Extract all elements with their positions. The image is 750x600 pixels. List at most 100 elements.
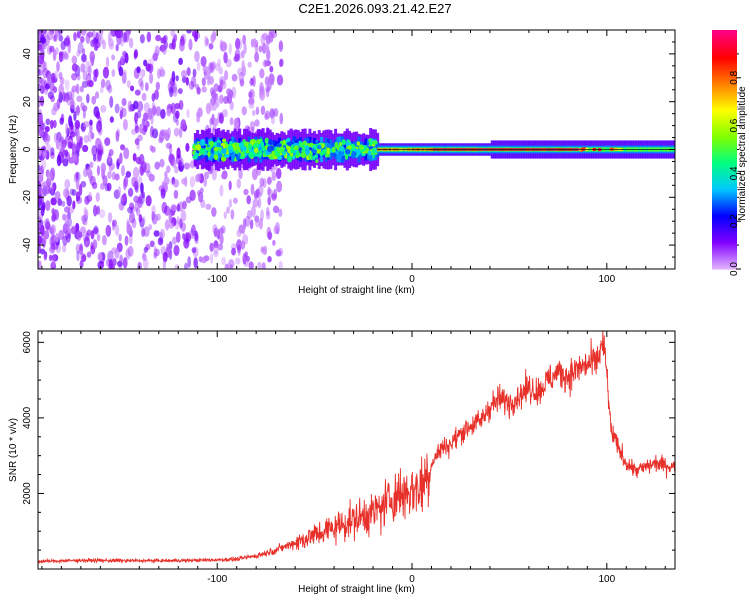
colorbar-swatch (712, 109, 737, 113)
heatmap-cell (249, 219, 254, 230)
heatmap-cell (215, 62, 221, 72)
heatmap-cell (118, 262, 123, 269)
heatmap-cell (166, 165, 171, 174)
heatmap-cells (38, 30, 675, 269)
colorbar-tick-label: 0.2 (729, 214, 740, 228)
heatmap-cell (144, 82, 149, 92)
heatmap-cell (75, 178, 80, 190)
heatmap-cell (64, 215, 69, 223)
heatmap-cell (60, 136, 65, 143)
colorbar-swatch (712, 141, 737, 145)
heatmap-cell (93, 69, 97, 77)
heatmap-cell (86, 93, 90, 104)
heatmap-cell (252, 198, 259, 208)
heatmap-cell (278, 208, 283, 217)
heatmap-cell (205, 203, 212, 210)
heatmap-cell (219, 94, 224, 104)
heatmap-cell (316, 145, 322, 150)
colorbar-swatch (712, 95, 737, 99)
heatmap-cell (61, 200, 66, 207)
heatmap-cell (38, 62, 41, 74)
colorbar-swatch (712, 57, 737, 61)
heatmap-cell (53, 242, 59, 250)
heatmap-cell (135, 207, 141, 217)
heatmap-cell (142, 252, 146, 259)
heatmap-cell (64, 220, 70, 230)
heatmap-cell (79, 259, 84, 269)
heatmap-cell (65, 35, 71, 46)
heatmap-cell (122, 192, 127, 204)
heatmap-cell (71, 188, 77, 196)
colorbar-swatch (712, 231, 737, 234)
heatmap-cell (38, 126, 45, 138)
heatmap-cell (56, 131, 62, 143)
heatmap-cell (42, 67, 49, 78)
heatmap-cell (45, 217, 50, 229)
heatmap-cell (76, 73, 81, 81)
heatmap-cell (186, 67, 191, 76)
heatmap-cell (64, 179, 71, 189)
heatmap-cell (264, 113, 269, 121)
heatmap-cell (273, 108, 279, 117)
heatmap-cell (200, 256, 207, 264)
heatmap-cell (91, 95, 97, 105)
colorbar-swatch (712, 235, 737, 238)
heatmap-cell (138, 77, 144, 87)
heatmap-cell (62, 91, 66, 102)
heatmap-cell (115, 43, 119, 52)
heatmap-cell (267, 196, 271, 206)
colorbar-swatch (712, 223, 737, 226)
heatmap-cell (192, 155, 198, 160)
colorbar-swatch (712, 241, 737, 244)
heatmap-cell (212, 224, 218, 235)
heatmap-cell (76, 142, 81, 154)
heatmap-cell (52, 34, 59, 43)
heatmap-cell (128, 37, 134, 49)
heatmap-cell (69, 97, 75, 110)
heatmap-cell (45, 118, 51, 126)
heatmap-cell (320, 136, 324, 163)
heatmap-cell (72, 153, 77, 162)
heatmap-cell (250, 183, 255, 196)
heatmap-cell (48, 254, 53, 262)
colorbar-swatch (712, 169, 737, 173)
heatmap-cell (40, 158, 47, 171)
heatmap-cell (209, 62, 215, 73)
colorbar-swatch (712, 185, 737, 188)
heatmap-cell (153, 50, 159, 58)
heatmap-cell (121, 165, 125, 177)
heatmap-cell (159, 44, 166, 52)
heatmap-cell (120, 55, 125, 65)
heatmap-cell (194, 50, 200, 63)
heatmap-cell (209, 253, 214, 264)
heatmap-cell (143, 112, 149, 121)
heatmap-cell (96, 165, 101, 176)
heatmap-cell (80, 101, 84, 109)
heatmap-cell (261, 247, 267, 256)
heatmap-cell (271, 116, 276, 125)
colorbar-swatch (712, 33, 737, 37)
heatmap-cell (226, 206, 230, 214)
heatmap-cell (322, 148, 327, 154)
heatmap-cell (230, 209, 235, 220)
heatmap-cell (173, 244, 180, 256)
colorbar-swatch (712, 49, 737, 53)
heatmap-cell (176, 203, 181, 212)
colorbar-swatch (712, 225, 737, 228)
colorbar-swatch (712, 113, 737, 117)
colorbar-swatch (712, 147, 737, 151)
heatmap-cell (213, 83, 219, 92)
heatmap-cell (116, 30, 123, 39)
heatmap-cell (74, 128, 80, 136)
heatmap-cell (154, 45, 160, 57)
colorbar-swatch (712, 69, 737, 73)
colorbar-swatch (712, 209, 737, 212)
heatmap-cell (243, 188, 249, 196)
heatmap-cell (52, 212, 57, 220)
colorbar-swatch (712, 261, 737, 264)
heatmap-cell (255, 106, 260, 116)
heatmap-cell (176, 147, 181, 159)
colorbar-swatch (712, 87, 737, 91)
heatmap-cell (347, 145, 352, 150)
colorbar-swatch (712, 73, 737, 77)
